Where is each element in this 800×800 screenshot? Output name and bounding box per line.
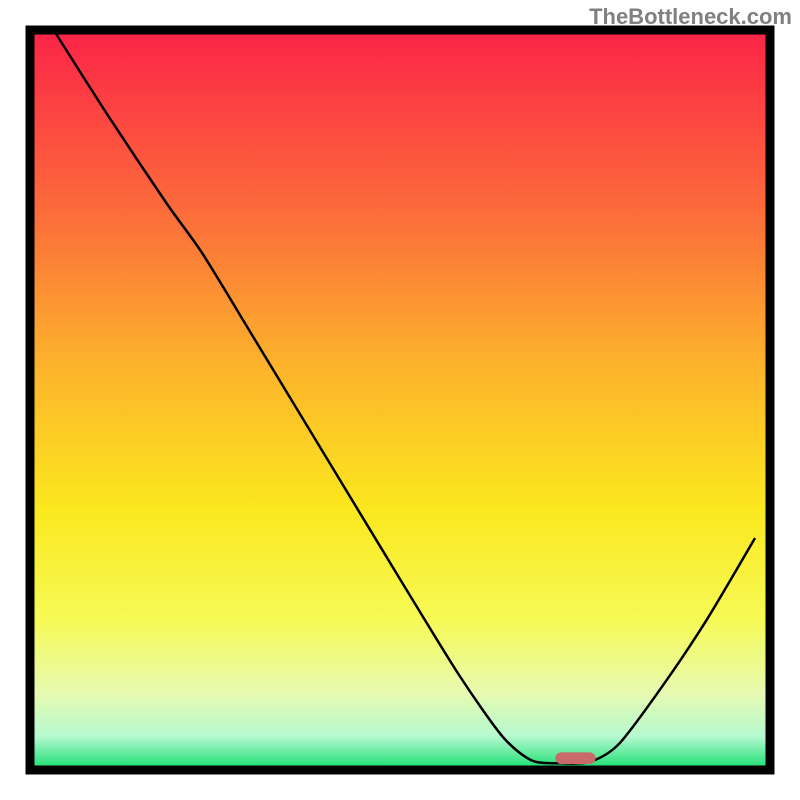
watermark-text: TheBottleneck.com (589, 4, 792, 30)
optimal-marker (555, 752, 595, 764)
plot-background (35, 35, 766, 766)
plot-area (30, 30, 770, 770)
chart-svg (0, 0, 800, 800)
bottleneck-chart: TheBottleneck.com (0, 0, 800, 800)
